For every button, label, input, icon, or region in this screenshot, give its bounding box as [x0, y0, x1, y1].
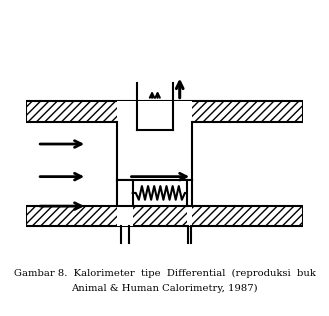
- Text: Gambar 8.  Kalorimeter  tipe  Differential  (reproduksi  buk: Gambar 8. Kalorimeter tipe Differential …: [13, 268, 316, 277]
- Bar: [117, 180, 133, 206]
- Text: Animal & Human Calorimetry, 1987): Animal & Human Calorimetry, 1987): [71, 284, 258, 293]
- Bar: [187, 206, 192, 226]
- Bar: [26, 206, 303, 226]
- Bar: [117, 100, 192, 180]
- Bar: [26, 100, 303, 122]
- Bar: [187, 180, 192, 206]
- Bar: [117, 206, 133, 226]
- Bar: [137, 100, 173, 122]
